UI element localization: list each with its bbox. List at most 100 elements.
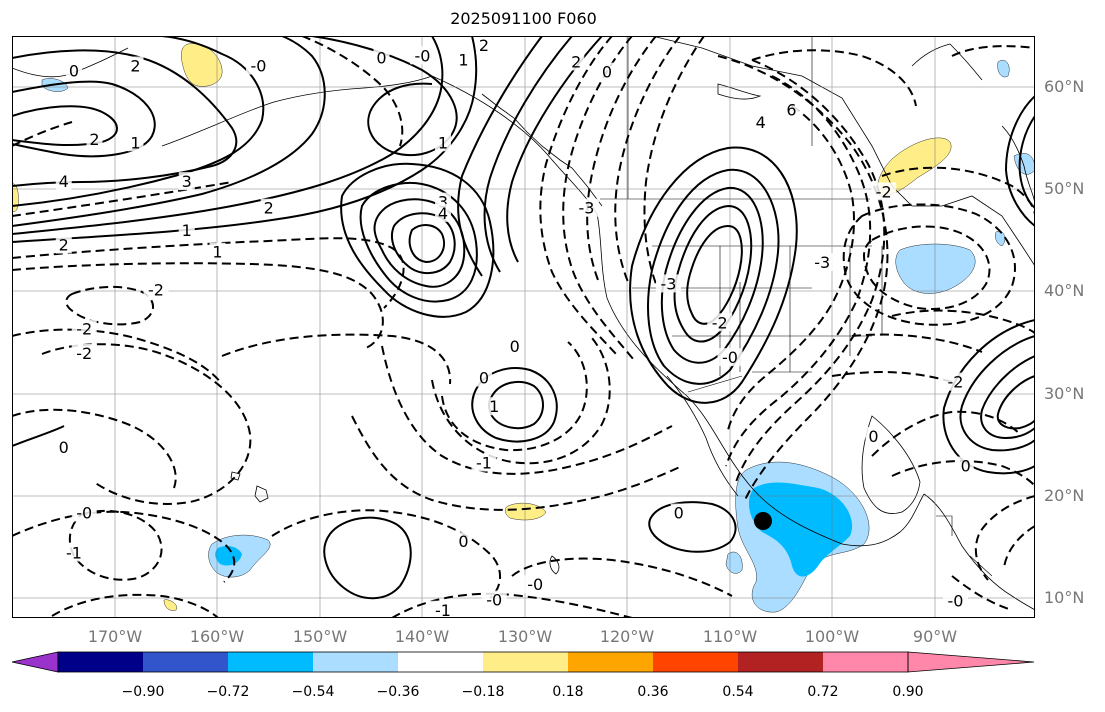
contour-label: 2 <box>130 57 140 76</box>
contour-label: 2 <box>59 236 69 255</box>
colorbar-tick-label: −0.90 <box>121 684 165 700</box>
contour-line <box>483 36 573 273</box>
contour-label-bg <box>568 52 585 71</box>
contour-line <box>851 333 983 353</box>
contour-label: -2 <box>76 319 92 338</box>
contour-line <box>511 557 733 597</box>
contour-label: 4 <box>438 204 448 223</box>
contour-label: 3 <box>438 193 448 212</box>
contour-label: 0 <box>69 62 79 81</box>
coastline <box>481 93 603 207</box>
contour-line <box>891 460 1035 487</box>
colorbar-tick-label: −0.36 <box>376 684 420 700</box>
contour-label: -0 <box>415 46 431 65</box>
colorbar-tick-label: 0.72 <box>807 684 839 700</box>
contour-label: 4 <box>756 113 766 132</box>
contour-line <box>660 186 764 364</box>
contour-line <box>980 355 1035 440</box>
positive-contours <box>12 36 1035 600</box>
contour-line <box>881 166 1035 217</box>
contour-label: -2 <box>876 182 892 201</box>
contour-label-bg <box>61 543 87 562</box>
contour-line <box>647 168 780 385</box>
contour-line <box>951 45 1035 57</box>
colorbar-segment <box>653 652 738 672</box>
contour-label-bg <box>670 503 687 522</box>
contour-label: -0 <box>251 57 267 76</box>
lon-label: 100°W <box>804 627 860 646</box>
contour-line <box>586 36 657 281</box>
island <box>717 83 762 100</box>
contour-label: 2 <box>571 52 581 71</box>
contour-label: 1 <box>489 397 499 416</box>
contour-line <box>12 36 444 235</box>
contour-label: 4 <box>59 172 69 191</box>
contour-label-bg <box>471 453 497 472</box>
contour-line <box>643 36 705 285</box>
contour-label-bg <box>486 397 503 416</box>
lon-label: 110°W <box>702 627 758 646</box>
contour-label-bg <box>435 203 451 222</box>
contour-line <box>301 36 404 147</box>
contour-label-bg <box>871 182 897 201</box>
contour-label: -1 <box>476 453 492 472</box>
contour-label-bg <box>476 36 492 55</box>
contour-label-bg <box>455 50 472 69</box>
coastline <box>1001 125 1035 207</box>
lon-label: 170°W <box>87 627 143 646</box>
contour-label-bg <box>656 274 681 293</box>
contour-label-bg <box>246 56 271 75</box>
contour-line <box>1004 95 1035 227</box>
contour-label: 1 <box>182 221 192 240</box>
border <box>936 515 953 536</box>
contour-line <box>381 345 673 475</box>
contour-line <box>431 337 611 465</box>
contour-label: 0 <box>479 369 489 388</box>
lat-label: 10°N <box>1044 588 1085 607</box>
contour-label: -0 <box>722 348 738 367</box>
contour-line <box>717 55 889 503</box>
colorbar-extend-high <box>907 651 1035 673</box>
coastline <box>861 415 921 514</box>
contour-label-bg <box>476 368 492 387</box>
contour-label: -2 <box>148 281 164 300</box>
contour-label: -3 <box>661 274 677 293</box>
contour-line <box>12 105 118 147</box>
map-frame <box>12 36 1035 618</box>
contour-label-bg <box>127 56 144 75</box>
contour-line <box>629 146 798 404</box>
contour-line <box>221 333 452 385</box>
contour-label-bg <box>435 133 451 152</box>
contour-label: -1 <box>66 543 82 562</box>
contour-label-bg <box>943 591 968 610</box>
contour-line <box>727 105 855 431</box>
contour-label-bg <box>209 242 226 261</box>
contour-label: -2 <box>948 373 964 392</box>
contour-label: -0 <box>527 575 543 594</box>
contour-line <box>441 341 588 452</box>
contour-label-bg <box>809 252 835 271</box>
contour-line <box>12 121 73 147</box>
contour-label-bg <box>783 100 800 119</box>
contour-line <box>408 224 445 264</box>
contour-line <box>12 49 238 187</box>
contour-line <box>673 204 753 343</box>
shading-layer <box>12 43 1035 613</box>
contour-line <box>12 36 265 207</box>
contour-label-bg <box>481 590 507 609</box>
colorbar-segment <box>313 652 398 672</box>
contour-line <box>12 36 326 227</box>
lat-label: 20°N <box>1044 486 1085 505</box>
map-title: 2025091100 F060 <box>450 9 597 28</box>
contour-label: 0 <box>602 63 612 82</box>
coastlines <box>12 36 1035 611</box>
positive-shading <box>163 599 178 611</box>
contour-line <box>340 162 495 318</box>
contour-line <box>871 410 1023 457</box>
contour-label: 2 <box>264 199 274 218</box>
colorbar-tick-label: −0.18 <box>461 684 505 700</box>
lon-label: 160°W <box>189 627 245 646</box>
contour-line <box>51 593 219 618</box>
